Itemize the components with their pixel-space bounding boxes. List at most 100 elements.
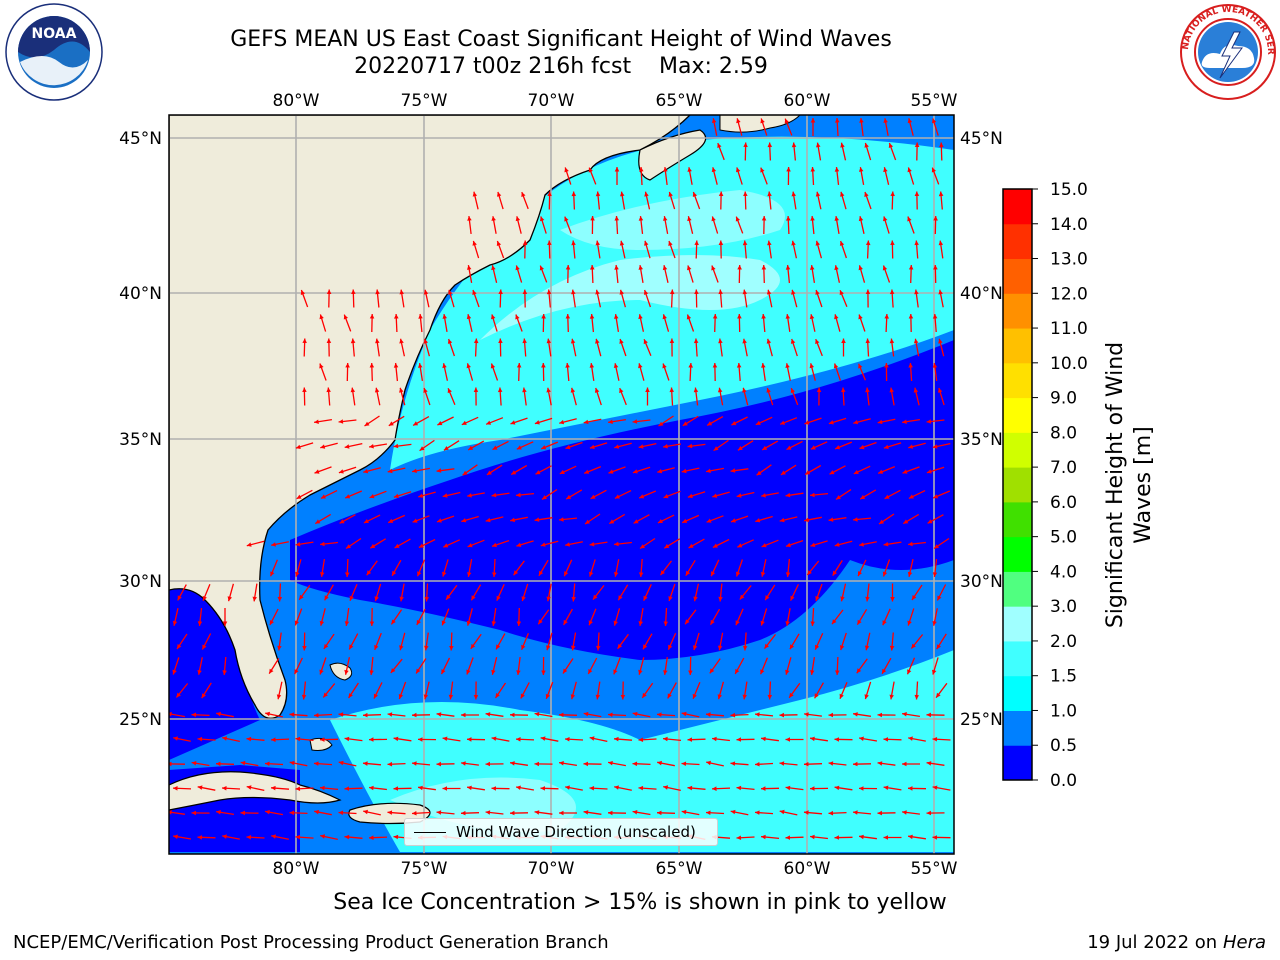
wind-wave-arrowhead bbox=[448, 694, 454, 700]
wind-wave-arrowhead bbox=[706, 810, 711, 815]
wind-wave-arrowhead bbox=[510, 810, 515, 816]
wind-wave-arrowhead bbox=[246, 785, 252, 790]
wind-wave-arrowhead bbox=[791, 289, 796, 295]
colorbar-segment bbox=[1003, 467, 1032, 503]
wind-wave-arrowhead bbox=[614, 494, 620, 499]
wind-wave-arrowhead bbox=[491, 669, 496, 675]
wind-wave-arrowhead bbox=[663, 785, 669, 790]
wind-wave-arrowhead bbox=[191, 761, 197, 766]
wind-wave-arrowhead bbox=[491, 786, 496, 791]
wind-wave-arrowhead bbox=[742, 387, 747, 393]
wind-wave-arrowhead bbox=[320, 541, 325, 547]
wind-wave-arrowhead bbox=[858, 265, 863, 271]
wind-wave-arrowhead bbox=[613, 669, 618, 675]
wind-wave-arrowhead bbox=[467, 572, 472, 577]
wind-wave-arrowhead bbox=[295, 786, 301, 791]
wind-wave-arrowhead bbox=[393, 834, 399, 840]
wind-wave-arrowhead bbox=[563, 619, 568, 625]
colorbar-tick-label: 14.0 bbox=[1050, 215, 1088, 235]
wind-wave-arrowhead bbox=[902, 469, 908, 474]
wind-wave-arrowhead bbox=[908, 444, 914, 449]
north-america-land bbox=[169, 115, 691, 719]
wind-wave-arrowhead bbox=[717, 645, 723, 651]
wind-wave-arrowhead bbox=[834, 835, 839, 840]
wind-wave-arrowhead bbox=[571, 289, 576, 295]
wind-wave-arrowhead bbox=[393, 363, 399, 368]
wind-wave-arrowhead bbox=[706, 712, 711, 717]
wind-wave-arrowhead bbox=[810, 167, 815, 172]
wind-wave-arrowhead bbox=[345, 363, 350, 368]
wind-wave-arrowhead bbox=[810, 265, 815, 270]
colorbar-segment bbox=[1003, 293, 1032, 329]
wind-wave-arrowhead bbox=[324, 595, 329, 601]
wind-wave-arrowhead bbox=[346, 544, 351, 549]
wind-wave-arrowhead bbox=[323, 644, 329, 649]
wind-wave-arrowhead bbox=[779, 809, 785, 815]
wind-wave-arrowhead bbox=[295, 834, 301, 840]
wind-wave-arrowhead bbox=[546, 289, 552, 295]
wind-wave-arrowhead bbox=[859, 786, 864, 791]
wind-wave-arrowhead bbox=[461, 810, 466, 816]
wind-wave-arrowhead bbox=[638, 572, 644, 577]
wind-wave-arrowhead bbox=[522, 240, 528, 245]
wind-wave-arrowhead bbox=[240, 810, 245, 816]
wind-wave-arrowhead bbox=[908, 363, 913, 368]
wind-wave-arrowhead bbox=[786, 216, 791, 221]
colorbar-segment bbox=[1003, 362, 1032, 399]
wind-wave-arrowhead bbox=[877, 810, 882, 816]
credit-text: NCEP/EMC/Verification Post Processing Pr… bbox=[13, 932, 609, 953]
wind-wave-arrowhead bbox=[222, 670, 227, 675]
wind-wave-arrowhead bbox=[467, 785, 472, 791]
wind-wave-arrowhead bbox=[766, 387, 771, 393]
wind-wave-arrowhead bbox=[563, 668, 568, 674]
wind-wave-arrowhead bbox=[437, 518, 442, 523]
wind-wave-arrowhead bbox=[864, 192, 869, 197]
wind-wave-arrowhead bbox=[907, 669, 912, 675]
wind-wave-arrowhead bbox=[216, 810, 221, 815]
wind-wave-arrowhead bbox=[810, 736, 815, 742]
wind-wave-arrowhead bbox=[853, 761, 858, 767]
wind-wave-arrowhead bbox=[932, 621, 937, 626]
wind-wave-arrowhead bbox=[736, 167, 741, 173]
wind-wave-arrowhead bbox=[608, 712, 613, 717]
wind-wave-arrowhead bbox=[883, 785, 889, 790]
lat-tick-label: 40°N bbox=[960, 284, 1003, 304]
wind-wave-arrowhead bbox=[859, 444, 865, 450]
wind-wave-arrowhead bbox=[369, 494, 375, 499]
wind-wave-arrowhead bbox=[534, 420, 540, 425]
wind-wave-arrowhead bbox=[938, 191, 944, 197]
wind-wave-arrowhead bbox=[202, 644, 207, 650]
wind-wave-arrowhead bbox=[786, 542, 791, 548]
wind-wave-arrowhead bbox=[858, 216, 864, 222]
lon-tick-label: 60°W bbox=[784, 91, 831, 111]
wind-wave-arrowhead bbox=[735, 668, 740, 674]
wind-wave-arrowhead bbox=[736, 363, 742, 368]
wind-wave-arrowhead bbox=[762, 445, 768, 450]
wind-wave-arrowhead bbox=[682, 518, 688, 523]
wind-wave-arrowhead bbox=[632, 761, 638, 767]
wind-wave-arrowhead bbox=[468, 445, 474, 450]
wind-wave-arrowhead bbox=[252, 596, 257, 602]
wind-wave-arrowhead bbox=[663, 621, 668, 626]
cuba-land bbox=[169, 771, 342, 811]
wind-wave-arrowhead bbox=[589, 736, 595, 741]
sea-ice-note: Sea Ice Concentration > 15% is shown in … bbox=[333, 890, 947, 915]
wind-wave-arrowhead bbox=[369, 363, 375, 368]
chart-title: GEFS MEAN US East Coast Significant Heig… bbox=[230, 27, 892, 52]
wind-wave-arrowhead bbox=[839, 290, 844, 296]
wind-wave-arrowhead bbox=[688, 670, 693, 675]
wind-wave-arrowhead bbox=[932, 737, 938, 742]
wind-wave-arrowhead bbox=[859, 542, 864, 547]
lat-tick-label: 40°N bbox=[119, 284, 162, 304]
wind-wave-arrowhead bbox=[933, 216, 938, 221]
wind-wave-arrowhead bbox=[491, 621, 497, 626]
wind-wave-arrowhead bbox=[883, 542, 889, 547]
wind-wave-arrowhead bbox=[761, 216, 767, 221]
wind-wave-arrowhead bbox=[902, 419, 907, 424]
wind-wave-arrowhead bbox=[491, 216, 496, 221]
wind-wave-arrowhead bbox=[302, 646, 307, 651]
wind-wave-arrowhead bbox=[864, 645, 870, 651]
wind-wave-arrowhead bbox=[614, 265, 619, 270]
wind-wave-arrowhead bbox=[785, 492, 791, 498]
wind-wave-arrowhead bbox=[809, 363, 814, 369]
